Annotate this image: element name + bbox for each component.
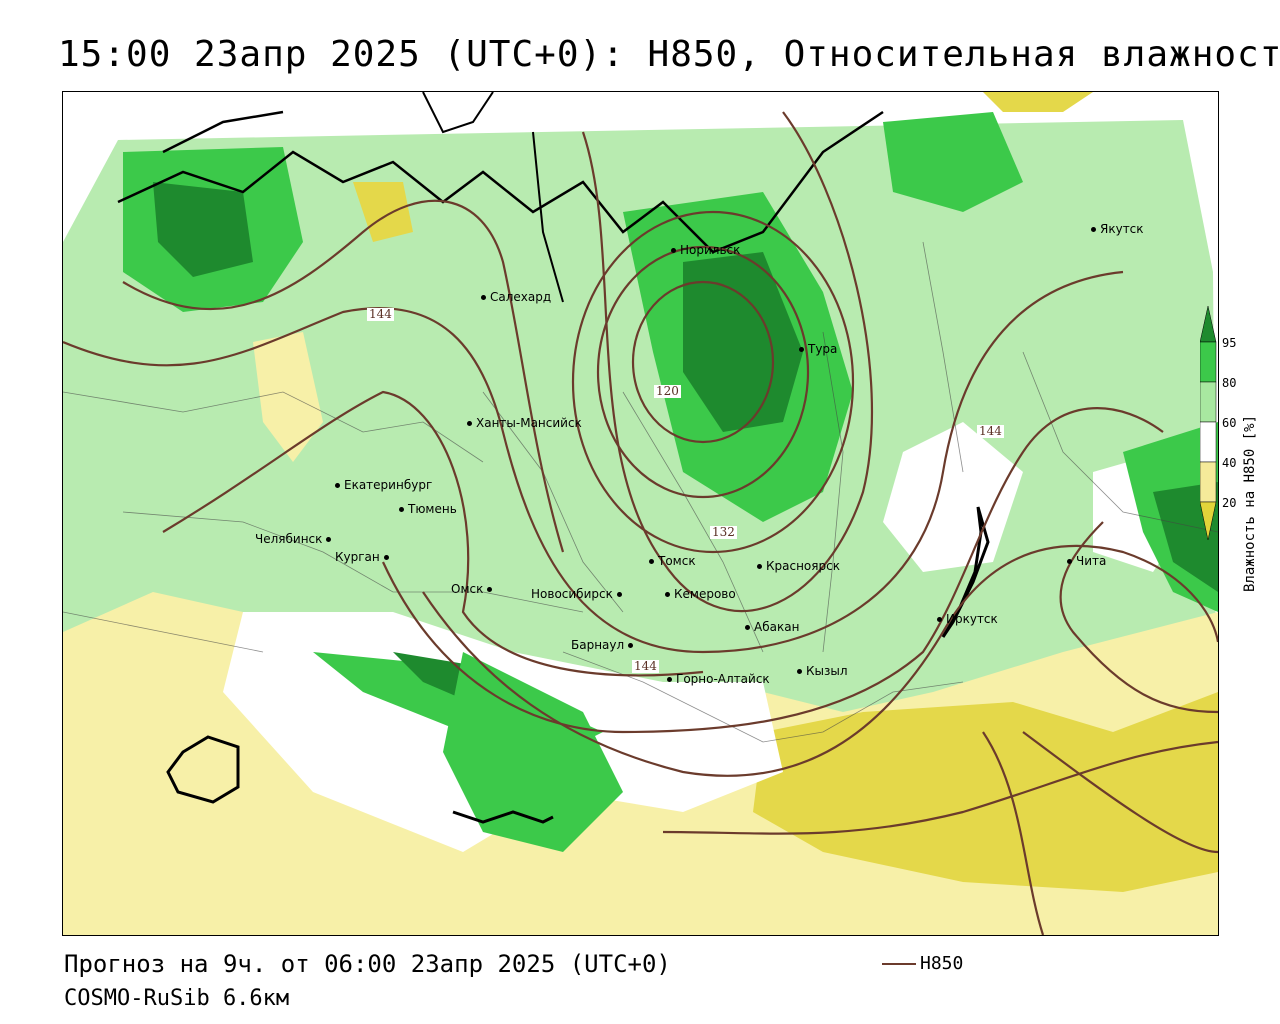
colorbar-tick: 60	[1222, 416, 1237, 430]
colorbar-tick: 95	[1222, 336, 1237, 350]
isohypse-label-120: 120	[654, 384, 681, 398]
city-marker-icon	[799, 347, 804, 352]
city-chita[interactable]: Чита	[1067, 554, 1106, 568]
h850-line-icon	[882, 963, 916, 965]
city-marker-icon	[1091, 227, 1096, 232]
colorbar-tick: 40	[1222, 456, 1237, 470]
city-marker-icon	[671, 248, 676, 253]
city-tyumen[interactable]: Тюмень	[399, 502, 457, 516]
balkhash-lake	[452, 810, 554, 824]
city-omsk[interactable]: Омск	[451, 582, 496, 596]
city-novosibirsk[interactable]: Новосибирск	[531, 587, 626, 601]
city-barnaul[interactable]: Барнаул	[571, 638, 637, 652]
city-chelyabinsk[interactable]: Челябинск	[255, 532, 335, 546]
city-marker-icon	[649, 559, 654, 564]
colorbar-title: Влажность на H850 [%]	[1242, 414, 1258, 592]
h850-legend: H850	[882, 953, 963, 974]
city-marker-icon	[383, 555, 389, 560]
map-area[interactable]: 144 120 132 144 144 Якутск Норильск Сале…	[62, 91, 1219, 936]
city-marker-icon	[616, 592, 622, 597]
city-tura[interactable]: Тура	[799, 342, 837, 356]
city-norilsk[interactable]: Норильск	[671, 243, 740, 257]
city-yekaterinburg[interactable]: Екатеринбург	[335, 478, 432, 492]
city-irkutsk[interactable]: Иркутск	[937, 612, 998, 626]
model-name: COSMO-RuSib 6.6км	[64, 986, 290, 1011]
city-marker-icon	[937, 617, 942, 622]
aral-sea	[166, 735, 240, 804]
arctic-coastline	[117, 110, 884, 254]
city-marker-icon	[667, 677, 672, 682]
colorbar-tick: 20	[1222, 496, 1237, 510]
city-tomsk[interactable]: Томск	[649, 554, 696, 568]
city-krasnoyarsk[interactable]: Красноярск	[757, 559, 840, 573]
map-title: 15:00 23апр 2025 (UTC+0): H850, Относите…	[58, 34, 1280, 75]
city-kurgan[interactable]: Курган	[335, 550, 393, 564]
city-marker-icon	[797, 669, 802, 674]
city-marker-icon	[487, 587, 493, 592]
isohypse-label-144-south: 144	[632, 659, 659, 673]
city-marker-icon	[326, 537, 332, 542]
city-kyzyl[interactable]: Кызыл	[797, 664, 848, 678]
humidity-map-canvas	[63, 92, 1218, 935]
city-kemerovo[interactable]: Кемерово	[665, 587, 736, 601]
city-abakan[interactable]: Абакан	[745, 620, 799, 634]
region-borders	[63, 241, 1218, 743]
city-khanty-mansiysk[interactable]: Ханты-Мансийск	[467, 416, 582, 430]
colorbar-graphic	[1200, 306, 1217, 541]
dry-zone-core	[753, 692, 1218, 892]
city-marker-icon	[665, 592, 670, 597]
baikal-lake	[941, 506, 990, 638]
colorbar-tick: 80	[1222, 376, 1237, 390]
city-marker-icon	[467, 421, 472, 426]
city-marker-icon	[481, 295, 486, 300]
city-gorno-altaysk[interactable]: Горно-Алтайск	[667, 672, 770, 686]
city-yakutsk[interactable]: Якутск	[1091, 222, 1144, 236]
forecast-info: Прогноз на 9ч. от 06:00 23апр 2025 (UTC+…	[64, 950, 671, 978]
city-marker-icon	[757, 564, 762, 569]
city-marker-icon	[1067, 559, 1072, 564]
city-salekhard[interactable]: Салехард	[481, 290, 551, 304]
isohypse-label-144-east: 144	[977, 424, 1004, 438]
city-marker-icon	[745, 625, 750, 630]
city-marker-icon	[335, 483, 340, 488]
h850-isohypses	[63, 111, 1218, 935]
isohypse-label-132: 132	[710, 525, 737, 539]
city-marker-icon	[399, 507, 404, 512]
city-marker-icon	[628, 643, 634, 648]
isohypse-label-144-west: 144	[367, 307, 394, 321]
